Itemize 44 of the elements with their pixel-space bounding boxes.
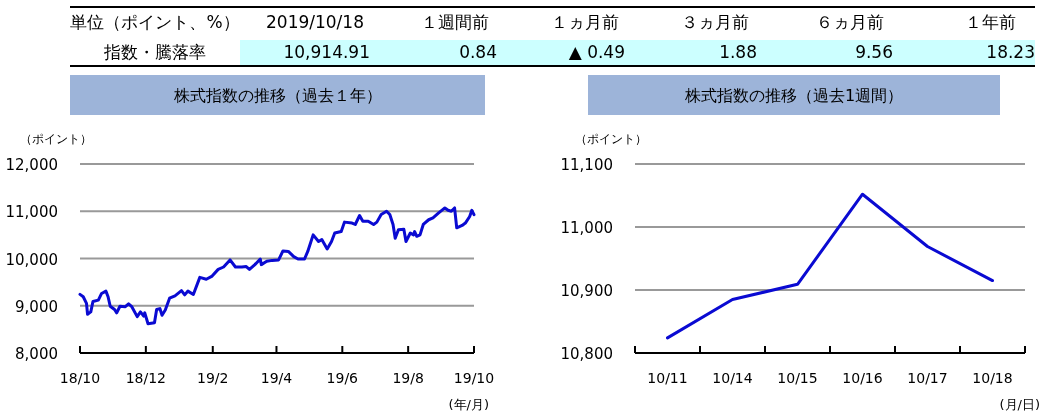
x-tick-label: 19/6: [326, 370, 359, 386]
y-tick-label: 9,000: [15, 297, 58, 316]
y-tick-label: 12,000: [5, 156, 58, 174]
category-label: 指数・騰落率: [104, 42, 206, 62]
line-series: [78, 206, 476, 326]
y-tick-label: 10,000: [5, 250, 58, 269]
category-label: ３ヵ月前: [681, 12, 749, 32]
y-tick-label: 11,000: [560, 219, 613, 237]
text: 0.84: [459, 42, 497, 62]
x-tick-label: 10/11: [647, 370, 688, 386]
x-tick-label: 19/4: [260, 370, 293, 386]
x-tick-label: 10/15: [777, 370, 818, 386]
x-tick-label: 18/10: [59, 370, 101, 386]
text: 単位（ポイント、%）: [70, 12, 240, 32]
x-tick-label: 10/18: [972, 370, 1013, 386]
text: 10,914.91: [283, 42, 370, 62]
x-tick-label: 10/16: [842, 370, 883, 386]
y-tick-label: 11,100: [560, 156, 613, 174]
category-label: １年前: [964, 12, 1016, 32]
category-label: 2019/10/18: [266, 12, 364, 32]
x-tick-label: 18/12: [125, 370, 167, 386]
text: 18.23: [986, 42, 1035, 62]
y-tick-label: 11,000: [5, 203, 58, 222]
x-tick-label: 10/14: [712, 370, 753, 386]
category-label: ６ヵ月前: [816, 12, 884, 32]
line-series: [666, 192, 994, 340]
chart-title: 株式指数の推移（過去１年）: [172, 86, 382, 105]
text: ▲ 0.49: [568, 42, 625, 62]
y-axis-title: （ポイント）: [20, 132, 92, 146]
x-axis-title: (月/日): [999, 397, 1040, 412]
x-tick-label: 19/2: [197, 370, 229, 386]
y-tick-label: 10,900: [560, 282, 613, 300]
y-axis-title: （ポイント）: [575, 132, 647, 146]
x-tick-label: 19/8: [392, 370, 424, 386]
category-label: １週間前: [421, 12, 489, 32]
x-tick-label: 10/17: [907, 370, 948, 386]
text: 1.88: [719, 42, 757, 62]
y-tick-label: 8,000: [15, 345, 58, 363]
chart-title: 株式指数の推移（過去1週間）: [683, 86, 904, 105]
y-tick-label: 10,800: [560, 345, 613, 363]
x-tick-label: 19/10: [453, 370, 495, 386]
x-axis-title: (年/月): [448, 397, 489, 412]
text: 9.56: [855, 42, 893, 62]
category-label: １ヵ月前: [551, 12, 619, 32]
